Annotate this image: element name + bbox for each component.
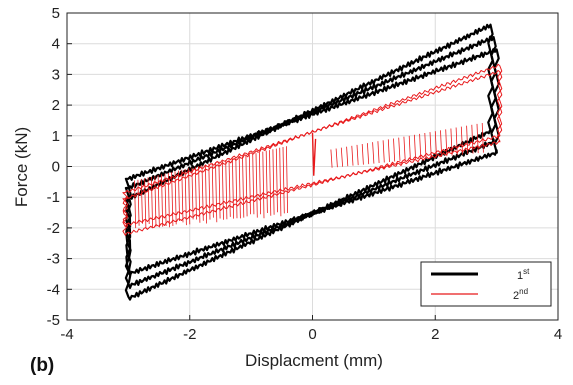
legend: 1st 2nd — [420, 261, 552, 307]
y-tick-label: -4 — [47, 281, 60, 298]
legend-box — [420, 261, 552, 307]
y-tick-label: 4 — [52, 36, 60, 53]
y-tick-label: -1 — [47, 189, 60, 206]
loop-2nd-1 — [122, 63, 503, 236]
y-tick-label: -3 — [47, 251, 60, 268]
y-tick-label: 5 — [52, 5, 60, 22]
x-tick-label: 0 — [308, 326, 316, 343]
y-tick-label: 1 — [52, 128, 60, 145]
y-axis-label: Force (kN) — [12, 127, 31, 207]
x-tick-label: 4 — [554, 326, 562, 343]
legend-label-2nd: 2nd — [513, 287, 528, 302]
y-tick-label: 3 — [52, 66, 60, 83]
panel-label: (b) — [30, 355, 54, 376]
y-tick-label: -5 — [47, 312, 60, 329]
x-tick-label: -2 — [183, 326, 196, 343]
x-tick-label: 2 — [431, 326, 439, 343]
x-tick-label: -4 — [60, 326, 73, 343]
y-tick-label: -2 — [47, 220, 60, 237]
loop-2nd-ripples — [134, 122, 484, 229]
plot-area — [122, 23, 503, 301]
y-tick-label: 0 — [52, 159, 60, 176]
loop-1st-3 — [124, 48, 500, 277]
y-tick-label: 2 — [52, 97, 60, 114]
loop-2nd-spike — [311, 132, 317, 176]
legend-label-1st: 1st — [517, 267, 530, 282]
loop-2nd-2 — [122, 69, 503, 228]
x-axis-label: Displacment (mm) — [245, 351, 383, 370]
